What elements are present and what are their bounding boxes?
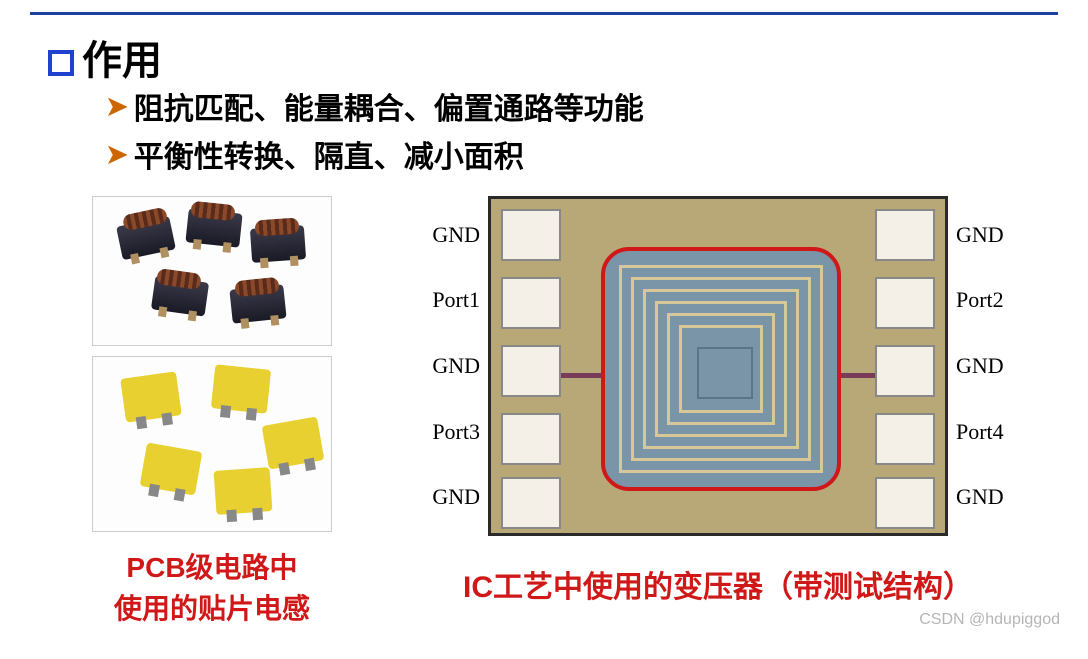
bond-pad	[501, 345, 561, 397]
bullet-text: 阻抗匹配、能量耦合、偏置通路等功能	[134, 84, 644, 128]
bullet-item: ➤ 阻抗匹配、能量耦合、偏置通路等功能	[106, 84, 644, 128]
left-caption-line2: 使用的贴片电感	[114, 589, 310, 630]
ic-die	[488, 196, 948, 536]
port-label: GND	[432, 353, 480, 379]
bond-pad	[875, 345, 935, 397]
port-label: GND	[432, 222, 480, 248]
square-bullet-icon	[48, 50, 74, 76]
center-pad	[697, 347, 753, 399]
port-label: Port1	[432, 287, 480, 313]
watermark-text: CSDN @hdupiggod	[919, 611, 1060, 629]
bullet-list: ➤ 阻抗匹配、能量耦合、偏置通路等功能 ➤ 平衡性转换、隔直、减小面积	[106, 84, 644, 180]
port-label: GND	[432, 484, 480, 510]
arrow-icon: ➤	[106, 139, 128, 170]
right-caption: IC工艺中使用的变压器（带测试结构）	[463, 562, 973, 606]
title-text: 作用	[82, 28, 162, 86]
right-port-labels: GND Port2 GND Port4 GND	[948, 196, 1012, 536]
bond-pad	[501, 477, 561, 529]
port-label: GND	[956, 353, 1004, 379]
bond-pad	[875, 209, 935, 261]
bond-pad	[501, 413, 561, 465]
smd-transformer-photo	[92, 356, 332, 532]
bond-pad	[875, 277, 935, 329]
left-caption-line1: PCB级电路中	[114, 548, 310, 589]
header-divider	[30, 12, 1058, 15]
section-title: 作用	[48, 28, 162, 86]
transformer-highlight	[601, 247, 841, 491]
bond-pad	[875, 477, 935, 529]
right-figure-column: GND Port1 GND Port3 GND	[398, 196, 1038, 606]
bullet-item: ➤ 平衡性转换、隔直、减小面积	[106, 132, 644, 176]
bond-pad	[501, 277, 561, 329]
left-caption: PCB级电路中 使用的贴片电感	[114, 548, 310, 629]
port-label: GND	[956, 484, 1004, 510]
port-label: Port4	[956, 419, 1004, 445]
bond-pad	[875, 413, 935, 465]
port-label: GND	[956, 222, 1004, 248]
figures-row: PCB级电路中 使用的贴片电感 GND Port1 GND Port3 GND	[82, 196, 1038, 629]
bond-pad	[501, 209, 561, 261]
port-label: Port2	[956, 287, 1004, 313]
left-figure-column: PCB级电路中 使用的贴片电感	[82, 196, 342, 629]
chip-inductor-photo	[92, 196, 332, 346]
ic-diagram: GND Port1 GND Port3 GND	[424, 196, 1011, 536]
left-port-labels: GND Port1 GND Port3 GND	[424, 196, 488, 536]
arrow-icon: ➤	[106, 91, 128, 122]
bullet-text: 平衡性转换、隔直、减小面积	[134, 132, 524, 176]
port-label: Port3	[432, 419, 480, 445]
